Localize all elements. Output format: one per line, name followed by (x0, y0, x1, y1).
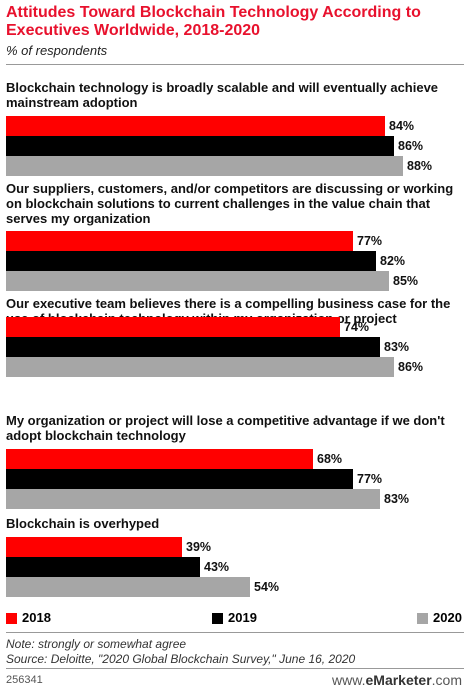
bar-2020-q5 (6, 577, 250, 597)
chart-note: Note: strongly or somewhat agree (6, 637, 187, 651)
bar-2020-q2 (6, 271, 389, 291)
bar-2019-q4 (6, 469, 353, 489)
bar-value-2018-q5: 39% (186, 540, 212, 554)
bar-2020-q1 (6, 156, 403, 176)
title-divider (6, 64, 464, 65)
question-label-2: Our suppliers, customers, and/or competi… (6, 181, 454, 226)
bar-value-2018-q3: 74% (344, 320, 370, 334)
bar-value-2019-q1: 86% (398, 139, 424, 153)
bar-2020-q3 (6, 357, 394, 377)
bar-value-2020-q1: 88% (407, 159, 433, 173)
bar-value-2020-q2: 85% (393, 274, 419, 288)
bar-2019-q2 (6, 251, 376, 271)
brand-prefix: www. (332, 672, 366, 688)
chart-subtitle: % of respondents (6, 43, 108, 58)
question-label-5: Blockchain is overhyped (6, 516, 160, 531)
bar-2018-q3 (6, 317, 340, 337)
bar-value-2020-q3: 86% (398, 360, 424, 374)
bar-value-2019-q3: 83% (384, 340, 410, 354)
bar-value-2018-q2: 77% (357, 234, 383, 248)
bar-value-2018-q4: 68% (317, 452, 343, 466)
footer-chart-id: 256341 (6, 674, 43, 686)
bar-2018-q1 (6, 116, 385, 136)
brand-name: eMarketer (365, 672, 432, 688)
bar-2019-q1 (6, 136, 394, 156)
legend-swatch-2020 (417, 613, 428, 624)
chart-source: Source: Deloitte, "2020 Global Blockchai… (6, 652, 356, 666)
bar-2020-q4 (6, 489, 380, 509)
footer-divider (6, 668, 464, 669)
bar-value-2019-q4: 77% (357, 472, 383, 486)
bar-value-2019-q2: 82% (380, 254, 406, 268)
legend-label-2019: 2019 (228, 610, 257, 625)
legend-swatch-2019 (212, 613, 223, 624)
bar-value-2018-q1: 84% (389, 119, 415, 133)
bar-value-2020-q5: 54% (254, 580, 280, 594)
bar-2019-q5 (6, 557, 200, 577)
bar-2018-q2 (6, 231, 353, 251)
legend-divider (6, 632, 464, 633)
legend-label-2020: 2020 (433, 610, 462, 625)
bar-2018-q5 (6, 537, 182, 557)
bar-2019-q3 (6, 337, 380, 357)
bar-value-2020-q4: 83% (384, 492, 410, 506)
brand-suffix: .com (431, 672, 462, 688)
legend-label-2018: 2018 (22, 610, 51, 625)
question-label-4: My organization or project will lose a c… (6, 413, 445, 443)
emarketer-logo[interactable]: www.eMarketer.com (332, 672, 462, 688)
question-label-1: Blockchain technology is broadly scalabl… (6, 80, 439, 110)
bar-value-2019-q5: 43% (204, 560, 230, 574)
chart-title: Attitudes Toward Blockchain Technology A… (6, 4, 421, 39)
legend-swatch-2018 (6, 613, 17, 624)
bar-2018-q4 (6, 449, 313, 469)
